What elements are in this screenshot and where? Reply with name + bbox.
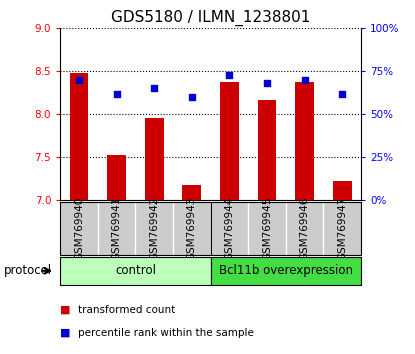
Point — [339, 91, 346, 96]
Bar — [295, 82, 314, 200]
Text: protocol: protocol — [4, 264, 52, 277]
Text: GSM769946: GSM769946 — [300, 196, 310, 260]
Title: GDS5180 / ILMN_1238801: GDS5180 / ILMN_1238801 — [111, 9, 310, 25]
Text: GSM769941: GSM769941 — [112, 196, 122, 260]
Bar — [60, 257, 211, 285]
Text: ■: ■ — [60, 328, 71, 338]
Point — [301, 77, 308, 83]
Text: percentile rank within the sample: percentile rank within the sample — [78, 328, 254, 338]
Text: GSM769942: GSM769942 — [149, 196, 159, 260]
Text: ■: ■ — [60, 305, 71, 315]
Bar — [145, 119, 164, 200]
Text: GSM769947: GSM769947 — [337, 196, 347, 260]
Point — [113, 91, 120, 96]
Bar — [333, 181, 352, 200]
Bar — [220, 81, 239, 200]
Point — [76, 77, 82, 83]
Text: GSM769945: GSM769945 — [262, 196, 272, 260]
Text: control: control — [115, 264, 156, 277]
Bar — [211, 257, 361, 285]
Text: GSM769944: GSM769944 — [225, 196, 234, 260]
Bar — [70, 73, 88, 200]
Bar — [183, 185, 201, 200]
Text: GSM769940: GSM769940 — [74, 197, 84, 260]
Text: transformed count: transformed count — [78, 305, 175, 315]
Point — [264, 80, 270, 86]
Bar — [258, 99, 276, 200]
Point — [226, 72, 233, 78]
Bar — [107, 155, 126, 200]
Point — [151, 86, 158, 91]
Point — [188, 94, 195, 100]
Text: GSM769943: GSM769943 — [187, 196, 197, 260]
Text: Bcl11b overexpression: Bcl11b overexpression — [219, 264, 353, 277]
